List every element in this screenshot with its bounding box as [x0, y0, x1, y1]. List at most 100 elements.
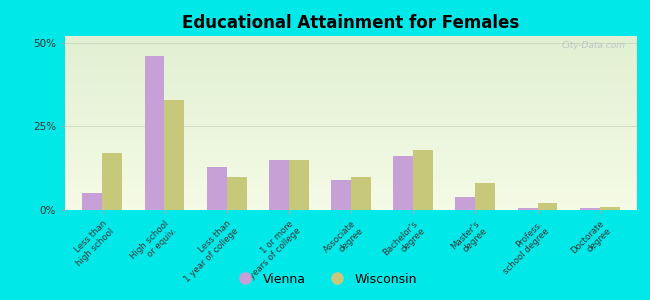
- Title: Educational Attainment for Females: Educational Attainment for Females: [183, 14, 519, 32]
- Bar: [65, 106, 637, 107]
- Bar: [65, 133, 637, 134]
- Bar: [65, 185, 637, 186]
- Bar: [65, 49, 637, 50]
- Bar: [144, 56, 164, 210]
- Bar: [65, 96, 637, 97]
- Bar: [65, 141, 637, 142]
- Bar: [65, 100, 637, 101]
- Bar: [65, 138, 637, 139]
- Bar: [65, 116, 637, 117]
- Bar: [65, 55, 637, 56]
- Bar: [65, 105, 637, 106]
- Bar: [65, 131, 637, 132]
- Bar: [65, 140, 637, 141]
- Bar: [65, 203, 637, 204]
- Bar: [65, 120, 637, 121]
- Bar: [65, 177, 637, 178]
- Bar: [65, 98, 637, 99]
- Bar: [65, 205, 637, 206]
- Bar: [65, 130, 637, 131]
- Bar: [65, 149, 637, 150]
- Bar: [65, 48, 637, 49]
- Bar: [65, 54, 637, 55]
- Bar: [600, 207, 619, 210]
- Bar: [65, 162, 637, 163]
- Bar: [65, 125, 637, 126]
- Bar: [65, 129, 637, 130]
- Bar: [65, 188, 637, 189]
- Bar: [65, 64, 637, 65]
- Bar: [65, 81, 637, 82]
- Bar: [65, 150, 637, 151]
- Bar: [65, 134, 637, 135]
- Bar: [65, 164, 637, 165]
- Bar: [65, 169, 637, 170]
- Bar: [65, 72, 637, 73]
- Bar: [65, 178, 637, 179]
- Bar: [65, 157, 637, 158]
- Bar: [65, 159, 637, 160]
- Text: City-Data.com: City-Data.com: [562, 41, 625, 50]
- Bar: [65, 36, 637, 37]
- Bar: [65, 180, 637, 181]
- Bar: [456, 196, 475, 210]
- Bar: [65, 208, 637, 209]
- Bar: [65, 44, 637, 45]
- Bar: [65, 59, 637, 60]
- Bar: [65, 121, 637, 122]
- Bar: [65, 45, 637, 46]
- Bar: [65, 160, 637, 161]
- Bar: [65, 163, 637, 164]
- Bar: [65, 143, 637, 144]
- Bar: [65, 80, 637, 81]
- Bar: [65, 87, 637, 88]
- Bar: [65, 60, 637, 61]
- Bar: [65, 184, 637, 185]
- Bar: [65, 40, 637, 41]
- Bar: [65, 158, 637, 159]
- Bar: [65, 209, 637, 210]
- Bar: [65, 108, 637, 109]
- Bar: [65, 41, 637, 42]
- Bar: [65, 58, 637, 59]
- Bar: [65, 93, 637, 94]
- Bar: [65, 160, 637, 161]
- Bar: [65, 156, 637, 157]
- Bar: [65, 198, 637, 199]
- Bar: [65, 86, 637, 87]
- Bar: [65, 74, 637, 75]
- Bar: [65, 161, 637, 162]
- Bar: [227, 176, 246, 210]
- Bar: [65, 128, 637, 129]
- Bar: [65, 66, 637, 67]
- Bar: [65, 85, 637, 86]
- Bar: [65, 112, 637, 113]
- Bar: [65, 142, 637, 143]
- Bar: [65, 71, 637, 72]
- Bar: [65, 173, 637, 174]
- Bar: [65, 126, 637, 127]
- Bar: [65, 207, 637, 208]
- Bar: [65, 92, 637, 93]
- Bar: [65, 196, 637, 197]
- Bar: [351, 176, 371, 210]
- Bar: [65, 94, 637, 95]
- Bar: [65, 43, 637, 44]
- Bar: [65, 136, 637, 137]
- Bar: [65, 135, 637, 136]
- Bar: [65, 110, 637, 111]
- Bar: [65, 104, 637, 105]
- Bar: [393, 157, 413, 210]
- Bar: [65, 182, 637, 183]
- Bar: [65, 183, 637, 184]
- Bar: [413, 150, 433, 210]
- Bar: [65, 155, 637, 156]
- Bar: [65, 89, 637, 90]
- Bar: [65, 124, 637, 125]
- Bar: [65, 201, 637, 202]
- Bar: [65, 166, 637, 167]
- Bar: [65, 171, 637, 172]
- Bar: [65, 202, 637, 203]
- Bar: [207, 167, 227, 210]
- Bar: [65, 101, 637, 102]
